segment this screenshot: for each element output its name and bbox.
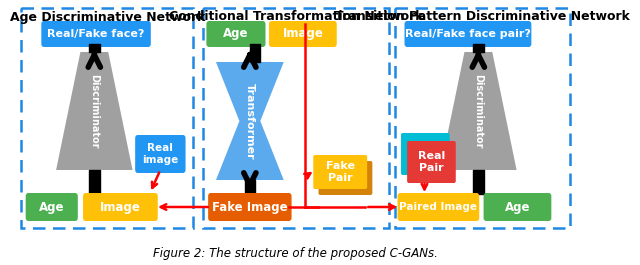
Text: Image: Image [282,28,323,41]
FancyBboxPatch shape [397,193,479,221]
Text: Age: Age [223,28,249,41]
Polygon shape [216,62,284,121]
Text: Age: Age [505,201,530,214]
Bar [395,8,570,228]
Polygon shape [440,52,516,170]
Text: Real/Fake face pair?: Real/Fake face pair? [405,29,531,39]
Text: Transition Pattern Discriminative Network: Transition Pattern Discriminative Networ… [335,11,630,24]
FancyBboxPatch shape [269,21,337,47]
Text: Paired Image: Paired Image [399,202,477,212]
FancyBboxPatch shape [407,141,456,183]
Polygon shape [56,52,132,170]
Bar [21,8,193,228]
Text: Image: Image [100,201,141,214]
Text: Discriminator: Discriminator [474,74,483,148]
FancyBboxPatch shape [135,135,186,173]
FancyBboxPatch shape [208,193,292,221]
FancyBboxPatch shape [404,21,531,47]
FancyBboxPatch shape [26,193,78,221]
FancyBboxPatch shape [42,21,151,47]
Polygon shape [216,121,284,180]
FancyBboxPatch shape [484,193,551,221]
FancyBboxPatch shape [313,155,367,189]
Text: Real
Pair: Real Pair [418,151,445,173]
Text: Age: Age [39,201,65,214]
Text: Figure 2: The structure of the proposed C-GANs.: Figure 2: The structure of the proposed … [154,246,438,259]
Text: Fake Image: Fake Image [212,201,287,214]
Text: Real/Fake face?: Real/Fake face? [47,29,145,39]
Text: Discriminator: Discriminator [90,74,99,148]
Text: Fake
Pair: Fake Pair [326,161,355,183]
Text: Age Discriminative Network: Age Discriminative Network [10,11,205,24]
Bar [203,8,389,228]
FancyBboxPatch shape [207,21,266,47]
FancyBboxPatch shape [319,161,372,195]
Text: Conditional Transformation Network: Conditional Transformation Network [169,11,423,24]
FancyBboxPatch shape [83,193,157,221]
Text: Real
image: Real image [142,143,179,165]
Text: Transformer: Transformer [245,83,255,159]
FancyBboxPatch shape [401,133,450,175]
